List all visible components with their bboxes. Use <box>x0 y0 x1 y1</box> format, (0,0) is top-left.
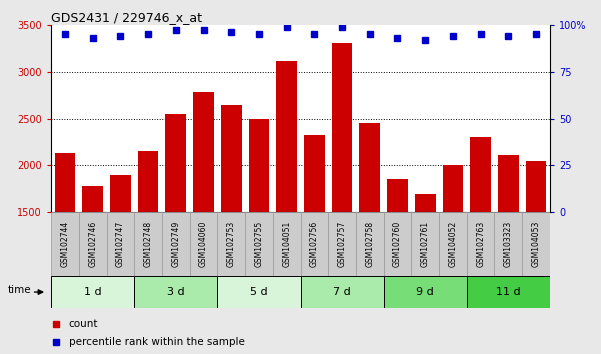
Bar <box>332 42 352 353</box>
Text: percentile rank within the sample: percentile rank within the sample <box>69 337 245 348</box>
Text: GSM102760: GSM102760 <box>393 221 402 267</box>
Text: GSM104052: GSM104052 <box>448 221 457 267</box>
Bar <box>522 212 550 276</box>
Bar <box>439 212 467 276</box>
Bar <box>359 123 380 353</box>
Bar <box>218 276 300 308</box>
Text: GSM103323: GSM103323 <box>504 221 513 267</box>
Bar <box>442 165 463 353</box>
Bar <box>193 92 214 353</box>
Text: 1 d: 1 d <box>84 287 102 297</box>
Bar <box>218 212 245 276</box>
Bar <box>276 61 297 353</box>
Bar <box>138 152 159 353</box>
Bar <box>304 135 325 353</box>
Bar <box>300 276 383 308</box>
Text: 3 d: 3 d <box>167 287 185 297</box>
Bar <box>383 212 411 276</box>
Bar <box>498 155 519 353</box>
Text: 5 d: 5 d <box>250 287 267 297</box>
Bar <box>470 137 491 353</box>
Text: 7 d: 7 d <box>333 287 351 297</box>
Text: GSM102757: GSM102757 <box>338 221 347 267</box>
Bar <box>55 153 75 353</box>
Text: 11 d: 11 d <box>496 287 520 297</box>
Text: GSM104051: GSM104051 <box>282 221 291 267</box>
Text: GSM102756: GSM102756 <box>310 221 319 267</box>
Bar <box>526 161 546 353</box>
Bar <box>162 212 190 276</box>
Bar <box>467 212 495 276</box>
Bar <box>134 212 162 276</box>
Text: GSM102761: GSM102761 <box>421 221 430 267</box>
Text: GSM104053: GSM104053 <box>531 221 540 268</box>
Text: GDS2431 / 229746_x_at: GDS2431 / 229746_x_at <box>51 11 202 24</box>
Text: GSM102763: GSM102763 <box>476 221 485 267</box>
Bar <box>51 276 134 308</box>
Text: count: count <box>69 319 98 329</box>
Text: GSM104060: GSM104060 <box>199 221 208 268</box>
Bar <box>221 105 242 353</box>
Text: GSM102758: GSM102758 <box>365 221 374 267</box>
Bar <box>249 119 269 353</box>
Bar <box>51 212 79 276</box>
Text: GSM102749: GSM102749 <box>171 221 180 267</box>
Text: GSM102746: GSM102746 <box>88 221 97 267</box>
Bar <box>383 276 467 308</box>
Bar <box>79 212 106 276</box>
Bar <box>328 212 356 276</box>
Text: GSM102747: GSM102747 <box>116 221 125 267</box>
Bar <box>134 276 218 308</box>
Bar <box>82 186 103 353</box>
Bar <box>190 212 218 276</box>
Text: GSM102748: GSM102748 <box>144 221 153 267</box>
Text: GSM102753: GSM102753 <box>227 221 236 267</box>
Bar <box>467 276 550 308</box>
Bar <box>415 194 436 353</box>
Text: 9 d: 9 d <box>416 287 434 297</box>
Bar <box>273 212 300 276</box>
Bar <box>300 212 328 276</box>
Text: GSM102744: GSM102744 <box>61 221 70 267</box>
Text: time: time <box>8 285 31 296</box>
Bar <box>106 212 134 276</box>
Bar <box>495 212 522 276</box>
Bar <box>411 212 439 276</box>
Bar <box>245 212 273 276</box>
Bar <box>356 212 383 276</box>
Bar <box>387 179 408 353</box>
Bar <box>110 175 131 353</box>
Bar <box>165 114 186 353</box>
Text: GSM102755: GSM102755 <box>254 221 263 267</box>
